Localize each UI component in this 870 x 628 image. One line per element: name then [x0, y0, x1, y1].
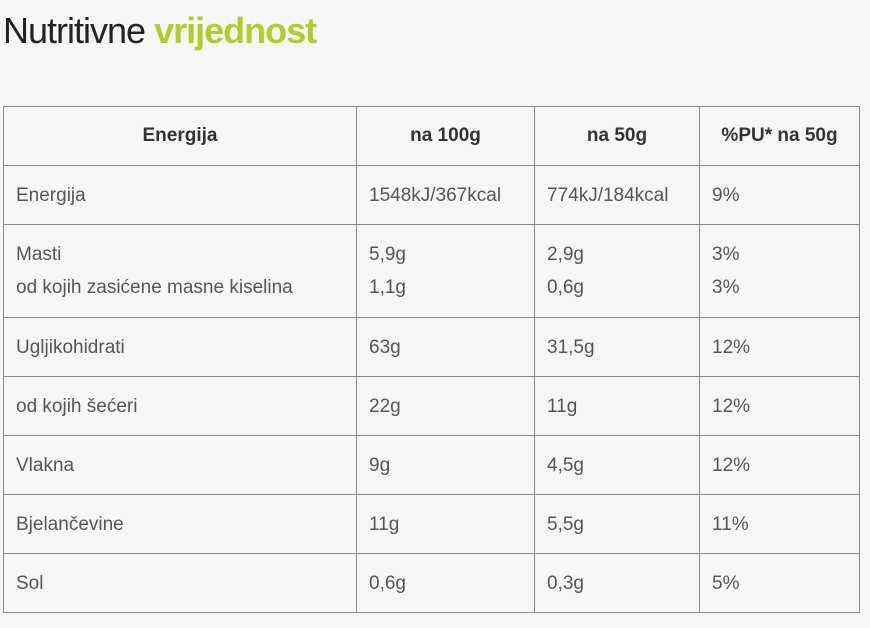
table-cell: Sol: [3, 553, 357, 613]
cell-line: 11%: [712, 513, 749, 535]
header-cell: na 100g: [356, 106, 535, 166]
table-cell: Ugljikohidrati: [3, 317, 357, 377]
cell-line: 0,3g: [547, 572, 584, 594]
table-cell: 5,9g 1,1g: [356, 224, 535, 318]
cell-line: 9g: [369, 454, 391, 476]
table-cell: 11g: [356, 494, 535, 554]
table-row: Sol 0,6g 0,3g 5%: [3, 553, 860, 613]
cell-line: 1548kJ/367kcal: [369, 184, 502, 206]
header-cell: %PU* na 50g: [699, 106, 860, 166]
table-cell: Vlakna: [3, 435, 357, 495]
cell-line: 4,5g: [547, 454, 584, 476]
header-cell: na 50g: [534, 106, 700, 166]
table-row: Energija 1548kJ/367kcal 774kJ/184kcal 9%: [3, 165, 860, 225]
table-cell: 9g: [356, 435, 535, 495]
cell-line: 63g: [369, 336, 401, 358]
table-body: Energija 1548kJ/367kcal 774kJ/184kcal 9% Mas…: [3, 165, 860, 613]
nutrition-table: Energija na 100g na 50g %PU* na 50g Energij…: [3, 106, 860, 613]
cell-line: 12%: [712, 454, 751, 476]
table-cell: 9%: [699, 165, 860, 225]
cell-line: 0,6g: [547, 277, 584, 298]
table-row: od kojih šećeri 22g 11g 12%: [3, 376, 860, 436]
cell-line: Energija: [16, 184, 86, 206]
cell-line: 9%: [712, 184, 740, 206]
cell-line: od kojih zasićene masne kiselina: [16, 277, 293, 298]
table-cell: Masti od kojih zasićene masne kiselina: [3, 224, 357, 318]
cell-line: 12%: [712, 395, 751, 417]
table-cell: 4,5g: [534, 435, 700, 495]
cell-line: 774kJ/184kcal: [547, 184, 669, 206]
cell-line: 5,5g: [547, 513, 584, 535]
table-cell: 63g: [356, 317, 535, 377]
cell-line: 1,1g: [369, 277, 406, 298]
cell-line: Bjelančevine: [16, 513, 124, 535]
cell-line: 11g: [369, 513, 400, 535]
table-cell: 12%: [699, 317, 860, 377]
title-plain: Nutritivne: [3, 10, 146, 51]
cell-line: 12%: [712, 336, 751, 358]
table-row: Ugljikohidrati 63g 31,5g 12%: [3, 317, 860, 377]
header-row: Energija na 100g na 50g %PU* na 50g: [3, 106, 860, 166]
title-highlight: vrijednost: [154, 10, 317, 51]
table-cell: 12%: [699, 435, 860, 495]
table-row: Vlakna 9g 4,5g 12%: [3, 435, 860, 495]
table-cell: Energija: [3, 165, 357, 225]
cell-line: 3%: [712, 277, 740, 298]
table-cell: od kojih šećeri: [3, 376, 357, 436]
table-cell: 3% 3%: [699, 224, 860, 318]
table-row: Masti od kojih zasićene masne kiselina 5,9…: [3, 224, 860, 318]
cell-line: 11g: [547, 395, 578, 417]
table-cell: Bjelančevine: [3, 494, 357, 554]
table-cell: 0,3g: [534, 553, 700, 613]
table-cell: 774kJ/184kcal: [534, 165, 700, 225]
cell-line: 3%: [712, 244, 740, 265]
table-cell: 5%: [699, 553, 860, 613]
table-cell: 5,5g: [534, 494, 700, 554]
table-cell: 12%: [699, 376, 860, 436]
cell-line: Vlakna: [16, 454, 75, 476]
cell-line: 31,5g: [547, 336, 595, 358]
cell-line: Ugljikohidrati: [16, 336, 125, 358]
title: Nutritivne vrijednost: [3, 10, 317, 52]
table-cell: 0,6g: [356, 553, 535, 613]
table-row: Bjelančevine 11g 5,5g 11%: [3, 494, 860, 554]
cell-line: 22g: [369, 395, 401, 417]
table-cell: 11g: [534, 376, 700, 436]
cell-line: od kojih šećeri: [16, 395, 138, 417]
cell-line: Masti: [16, 244, 62, 265]
cell-line: 5%: [712, 572, 740, 594]
cell-line: 0,6g: [369, 572, 406, 594]
cell-line: 2,9g: [547, 244, 584, 265]
table-cell: 2,9g 0,6g: [534, 224, 700, 318]
cell-line: 5,9g: [369, 244, 406, 265]
table-cell: 22g: [356, 376, 535, 436]
cell-line: Sol: [16, 572, 44, 594]
header-cell: Energija: [3, 106, 357, 166]
table-cell: 11%: [699, 494, 860, 554]
table-cell: 31,5g: [534, 317, 700, 377]
table-cell: 1548kJ/367kcal: [356, 165, 535, 225]
